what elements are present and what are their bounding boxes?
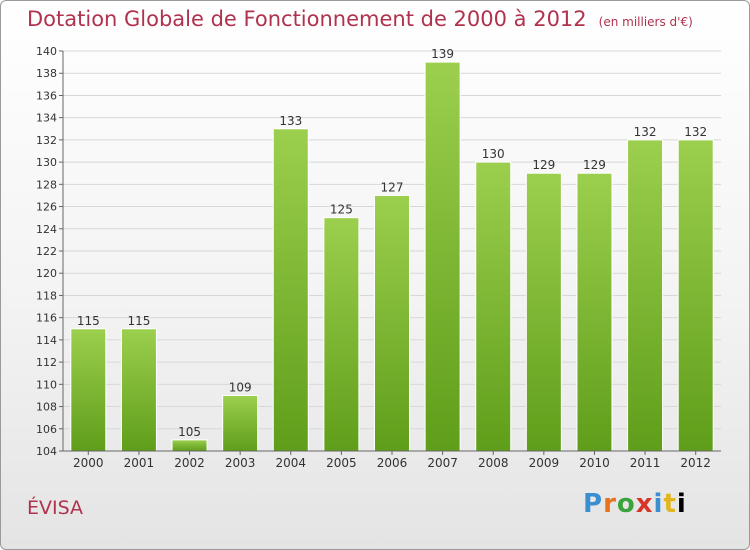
bar bbox=[272, 128, 309, 452]
y-tick-label: 116 bbox=[36, 312, 57, 325]
proxiti-logo: Proxiti bbox=[583, 489, 687, 519]
brand-letter: t bbox=[663, 489, 677, 519]
y-tick-label: 110 bbox=[36, 378, 57, 391]
x-tick-label: 2009 bbox=[529, 456, 560, 470]
axis-layer: 104 106 108 110 112 114 116 118 120 122 124 126 128 1… bbox=[36, 45, 721, 470]
data-label: 125 bbox=[330, 203, 353, 217]
y-tick-label: 136 bbox=[36, 89, 57, 102]
data-label: 130 bbox=[482, 147, 505, 161]
brand-letter: i bbox=[676, 489, 687, 519]
bar bbox=[576, 172, 613, 452]
y-tick-label: 118 bbox=[36, 289, 57, 302]
bar bbox=[677, 139, 714, 452]
y-tick-label: 112 bbox=[36, 356, 57, 369]
x-tick-label: 2004 bbox=[275, 456, 306, 470]
brand-letter: i bbox=[653, 489, 664, 519]
x-tick-label: 2000 bbox=[73, 456, 104, 470]
x-tick-label: 2008 bbox=[478, 456, 509, 470]
y-tick-label: 104 bbox=[36, 445, 57, 458]
brand-letter: r bbox=[603, 489, 617, 519]
bar bbox=[120, 328, 157, 452]
x-tick-label: 2002 bbox=[174, 456, 205, 470]
data-label: 132 bbox=[634, 125, 657, 139]
bar bbox=[525, 172, 562, 452]
brand-letter: o bbox=[616, 489, 636, 519]
data-label: 109 bbox=[229, 380, 252, 394]
x-tick-label: 2007 bbox=[427, 456, 458, 470]
bar bbox=[475, 161, 512, 452]
x-tick-label: 2011 bbox=[630, 456, 661, 470]
y-tick-label: 114 bbox=[36, 334, 57, 347]
data-label: 133 bbox=[279, 114, 302, 128]
chart-title: Dotation Globale de Fonctionnement de 20… bbox=[27, 7, 693, 31]
brand-letter: x bbox=[635, 489, 654, 519]
chart-title-unit: (en milliers d'€) bbox=[598, 15, 693, 29]
bar bbox=[627, 139, 664, 452]
x-tick-label: 2001 bbox=[124, 456, 155, 470]
x-tick-label: 2005 bbox=[326, 456, 357, 470]
bar bbox=[323, 217, 360, 452]
bar bbox=[70, 328, 107, 452]
y-tick-label: 134 bbox=[36, 112, 57, 125]
y-tick-label: 108 bbox=[36, 401, 57, 414]
bar bbox=[171, 439, 208, 452]
commune-name: ÉVISA bbox=[27, 497, 84, 519]
data-label: 115 bbox=[127, 314, 150, 328]
y-tick-label: 132 bbox=[36, 134, 57, 147]
data-label: 139 bbox=[431, 47, 454, 61]
y-tick-label: 126 bbox=[36, 201, 57, 214]
y-tick-label: 106 bbox=[36, 423, 57, 436]
y-tick-label: 128 bbox=[36, 178, 57, 191]
brand-letter: P bbox=[583, 489, 604, 519]
bar bbox=[374, 194, 410, 452]
chart-title-main: Dotation Globale de Fonctionnement de 20… bbox=[27, 7, 587, 31]
bar bbox=[222, 394, 259, 452]
data-label: 115 bbox=[77, 314, 100, 328]
bar bbox=[424, 61, 461, 452]
bars-layer bbox=[70, 61, 714, 452]
y-tick-label: 138 bbox=[36, 67, 57, 80]
data-label: 129 bbox=[583, 158, 606, 172]
data-label: 132 bbox=[684, 125, 707, 139]
labels-layer: 115 115 105 109 133 125 127 139 130 129 129 132 132 bbox=[77, 47, 707, 439]
data-label: 127 bbox=[381, 180, 404, 194]
y-tick-label: 120 bbox=[36, 267, 57, 280]
y-tick-label: 122 bbox=[36, 245, 57, 258]
x-tick-label: 2010 bbox=[579, 456, 610, 470]
x-tick-label: 2012 bbox=[680, 456, 711, 470]
bar-chart: 104 106 108 110 112 114 116 118 120 122 124 126 128 1… bbox=[36, 45, 721, 470]
data-label: 105 bbox=[178, 425, 201, 439]
data-label: 129 bbox=[532, 158, 555, 172]
x-tick-label: 2006 bbox=[377, 456, 408, 470]
y-tick-label: 124 bbox=[36, 223, 57, 236]
y-tick-label: 140 bbox=[36, 45, 57, 58]
y-tick-label: 130 bbox=[36, 156, 57, 169]
x-tick-label: 2003 bbox=[225, 456, 256, 470]
